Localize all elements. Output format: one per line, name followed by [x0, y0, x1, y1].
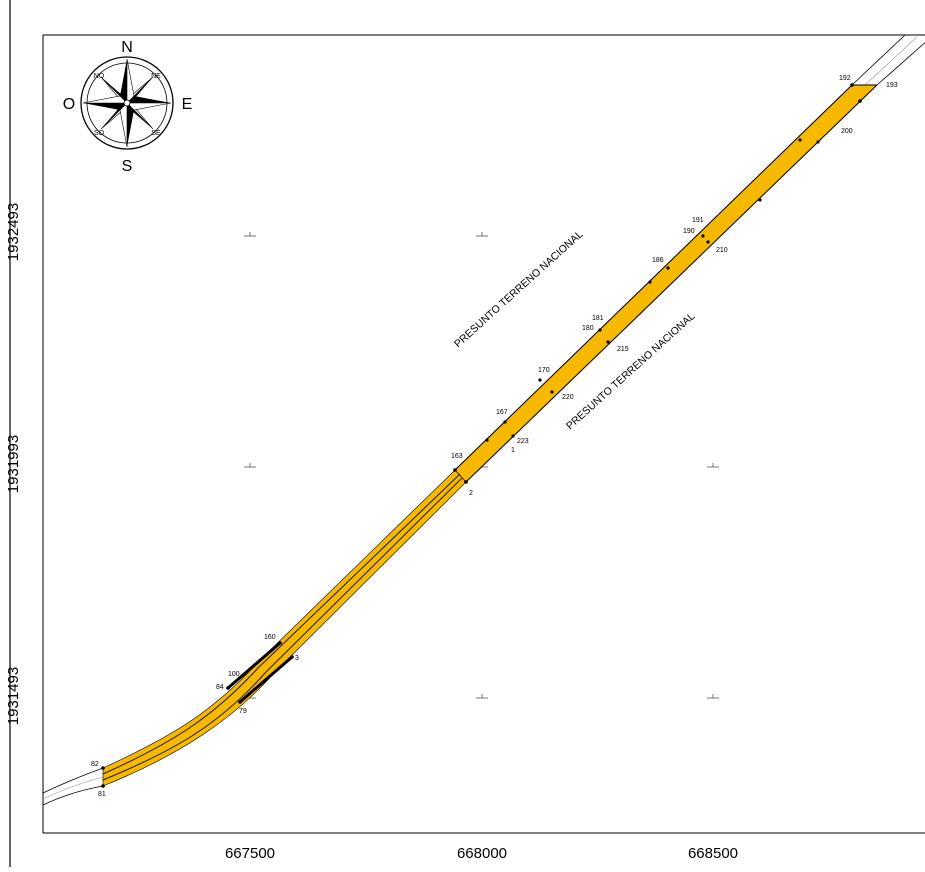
- y-tick-label: 1931993: [5, 435, 22, 493]
- vertex-point: [511, 434, 515, 438]
- grid-cross: [707, 694, 719, 699]
- vertex-point: [453, 468, 457, 472]
- vertex-points: [101, 83, 862, 788]
- vertex-label: 191: [692, 217, 704, 224]
- vertex-point: [666, 266, 670, 270]
- compass-s-label: S: [122, 158, 133, 175]
- vertex-label: 81: [98, 791, 106, 798]
- vertex-point: [278, 641, 282, 645]
- vertex-label: 84: [216, 684, 224, 691]
- corridor-boundary-lines: [454, 84, 878, 483]
- x-tick-label: 668000: [457, 845, 507, 862]
- vertex-label: 170: [538, 367, 550, 374]
- region-label-upper: PRESUNTO TERRENO NACIONAL: [452, 228, 586, 350]
- vertex-point: [798, 138, 802, 142]
- x-tick-label: 668500: [688, 845, 738, 862]
- vertex-point: [701, 234, 705, 238]
- compass-n-label: N: [121, 39, 133, 56]
- vertex-point: [858, 99, 862, 103]
- vertex-label: 3: [295, 655, 299, 662]
- corridor-lower: [102, 469, 467, 787]
- compass-rose-icon: [80, 56, 174, 150]
- grid-cross: [476, 232, 488, 237]
- compass-se-label: SE: [151, 130, 161, 137]
- vertex-label: 186: [652, 257, 664, 264]
- vertex-label: 163: [451, 453, 463, 460]
- road-outside-ne: [851, 34, 925, 86]
- x-tick-label: 667500: [225, 845, 275, 862]
- road-outside-sw: [42, 767, 104, 806]
- vertex-label: 190: [683, 228, 695, 235]
- vertex-point: [290, 655, 294, 659]
- vertex-point: [464, 480, 468, 484]
- vertex-label: 167: [496, 409, 508, 416]
- vertex-point: [226, 686, 230, 690]
- y-tick-label: 1931493: [5, 667, 22, 725]
- vertex-label: 180: [582, 325, 594, 332]
- grid-cross: [707, 463, 719, 468]
- map-frame: [42, 34, 925, 834]
- vertex-label: 2: [469, 490, 473, 497]
- vertex-label: 192: [839, 75, 851, 82]
- vertex-label: 181: [592, 315, 604, 322]
- vertex-label: 79: [239, 708, 247, 715]
- vertex-label: 215: [617, 346, 629, 353]
- vertex-label: 220: [562, 394, 574, 401]
- vertex-label: 223: [517, 438, 529, 445]
- vertex-point: [706, 240, 710, 244]
- vertex-label: 200: [841, 128, 853, 135]
- vertex-point: [816, 140, 820, 144]
- vertex-point: [850, 83, 854, 87]
- vertex-point: [101, 766, 105, 770]
- vertex-label: 82: [91, 761, 99, 768]
- y-tick-label: 1932493: [5, 203, 22, 261]
- vertex-point: [606, 340, 610, 344]
- structure-segments: [227, 641, 293, 704]
- road-centerlines: [102, 473, 463, 781]
- vertex-label: 100: [228, 671, 240, 678]
- grid-cross: [476, 694, 488, 699]
- vertex-point: [101, 784, 105, 788]
- compass-o-label: O: [63, 96, 75, 113]
- vertex-point: [238, 700, 242, 704]
- compass-so-label: SO: [94, 130, 105, 137]
- vertex-point: [485, 438, 489, 442]
- vertex-label: 1: [511, 447, 515, 454]
- vertex-label: 210: [716, 247, 728, 254]
- vertex-label: 193: [886, 82, 898, 89]
- vertex-point: [598, 328, 602, 332]
- vertex-point: [538, 378, 542, 382]
- vertex-point: [648, 280, 652, 284]
- vertex-point: [503, 420, 507, 424]
- vertex-label: 160: [264, 634, 276, 641]
- vertex-point: [550, 390, 554, 394]
- grid-cross: [244, 463, 256, 468]
- compass-no-label: NO: [94, 73, 105, 80]
- compass-ne-label: NE: [151, 73, 161, 80]
- vertex-point: [758, 198, 762, 202]
- compass-e-label: E: [182, 96, 193, 113]
- grid-cross: [244, 232, 256, 237]
